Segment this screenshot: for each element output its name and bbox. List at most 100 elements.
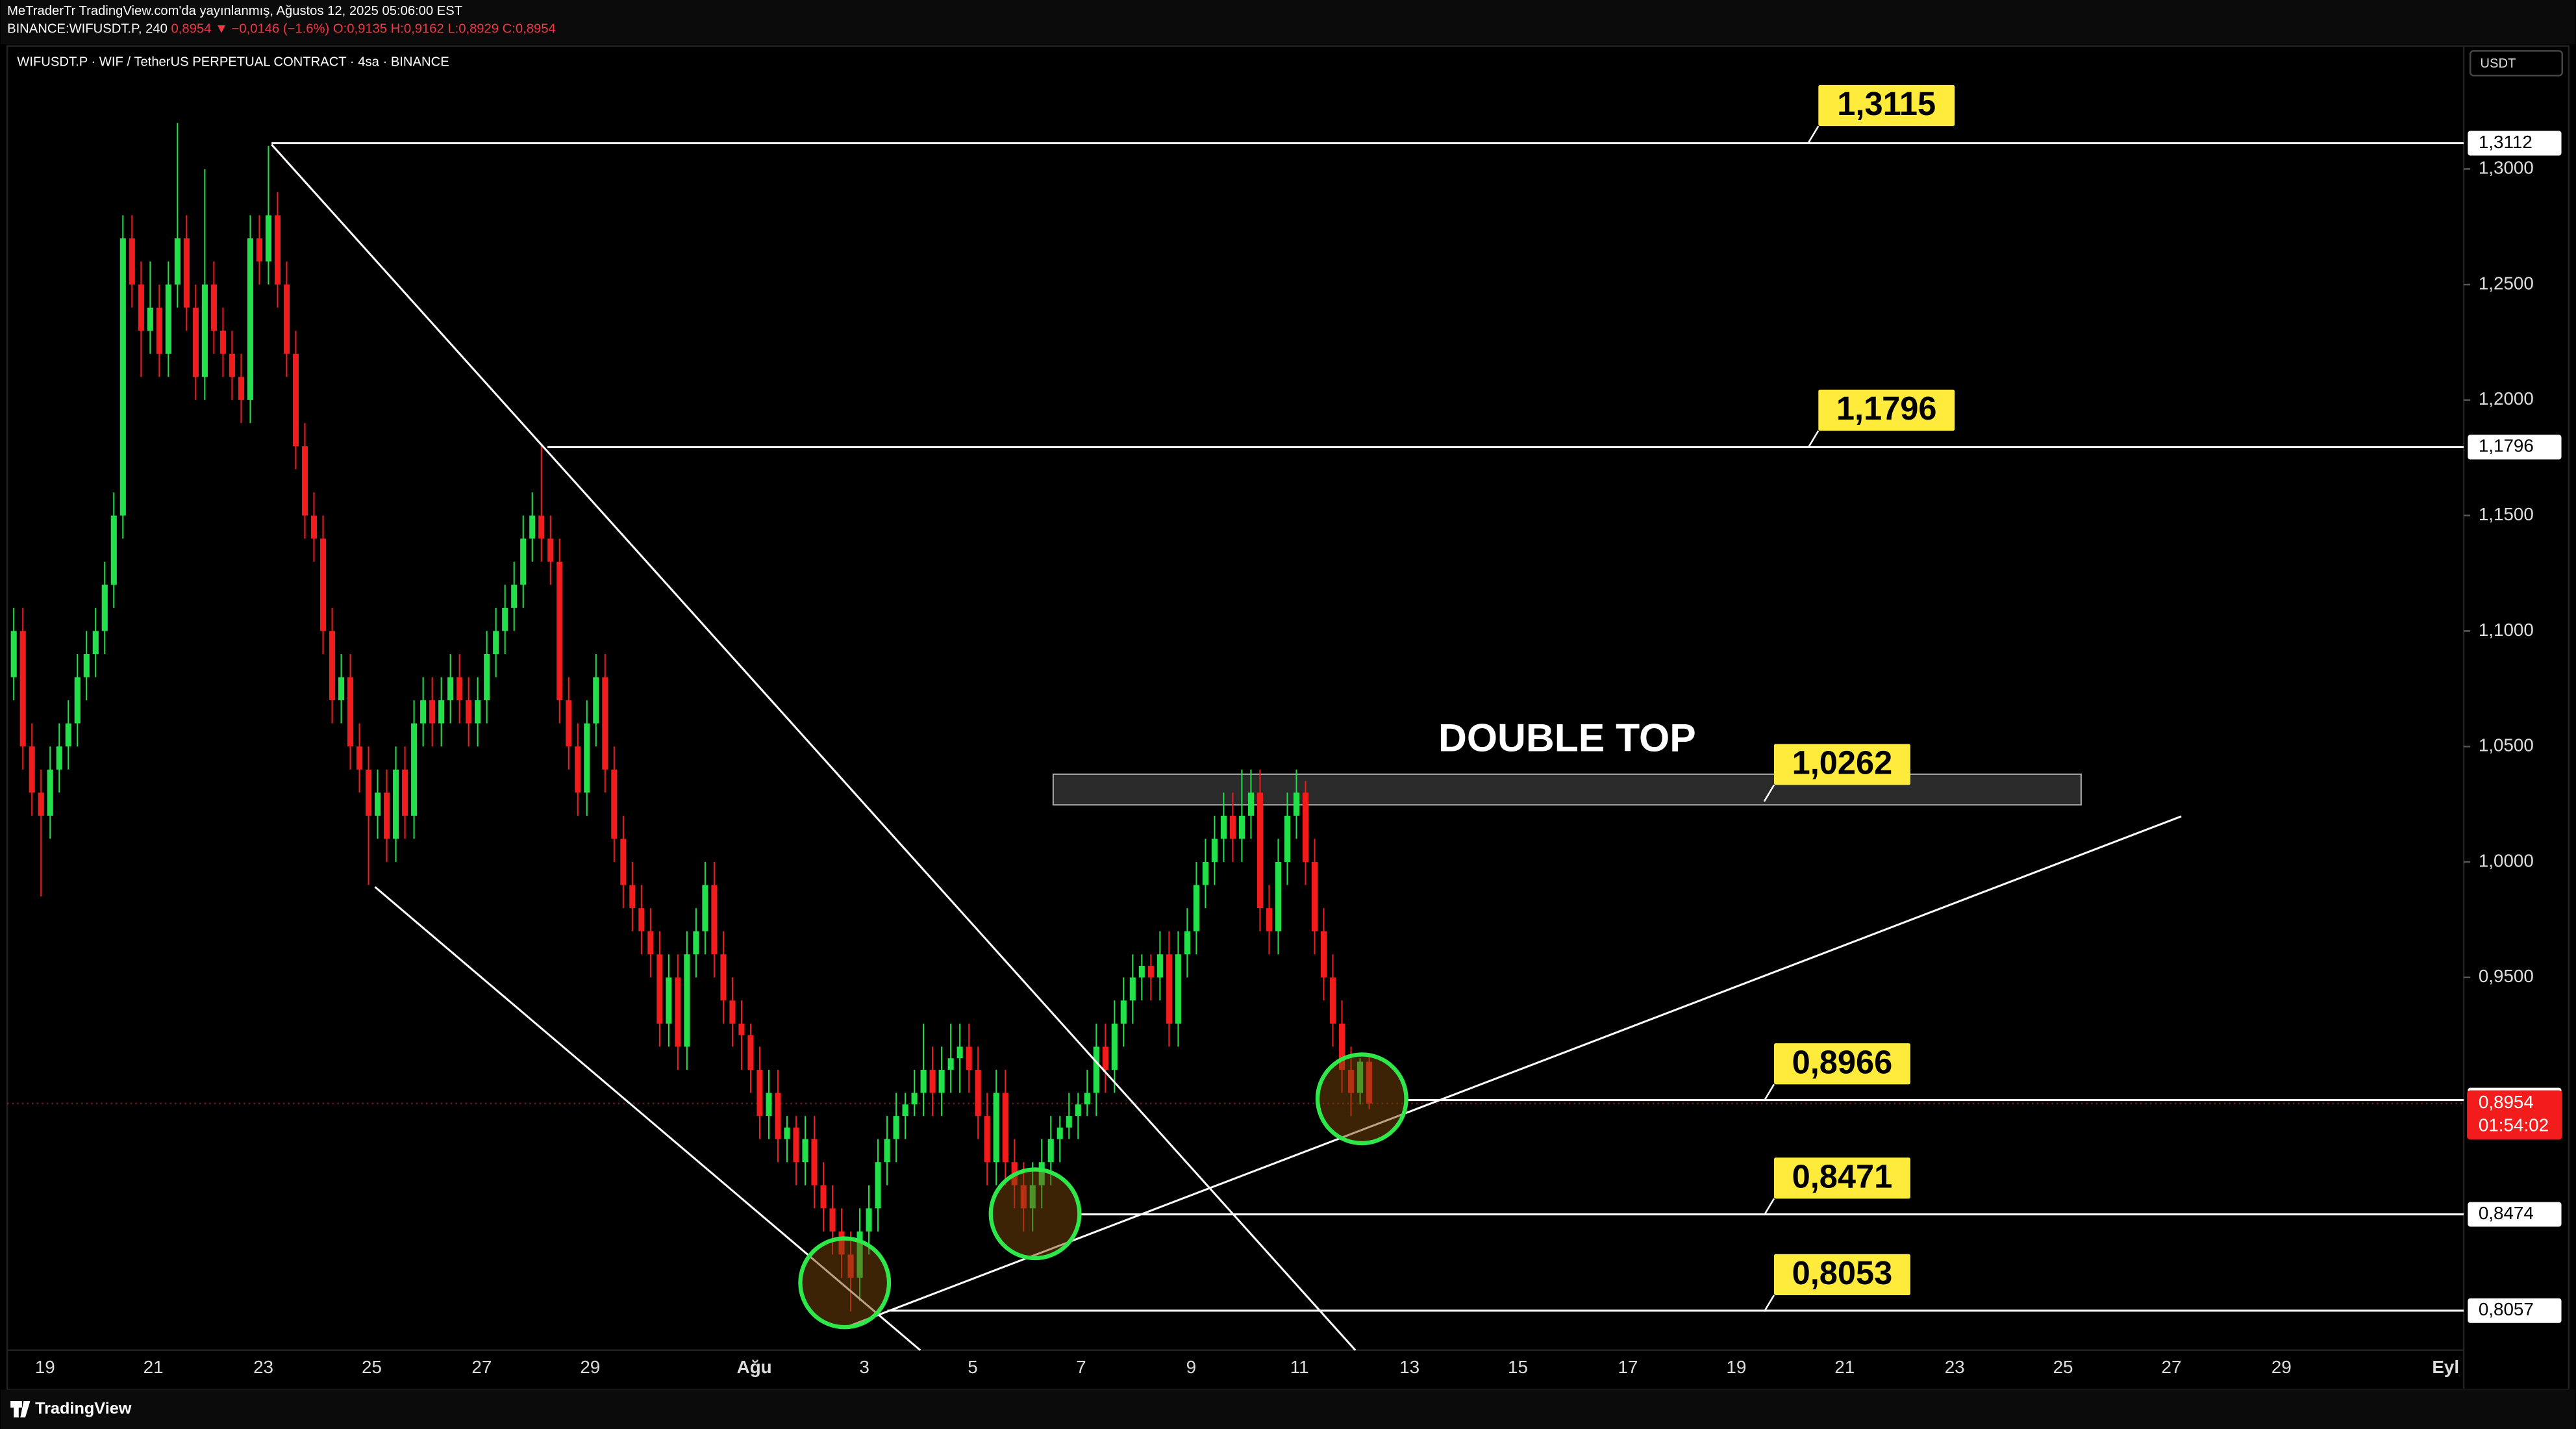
price-tag-label: 1,3112 (2479, 132, 2532, 152)
candle-body (119, 238, 126, 516)
candle-body (675, 977, 681, 1047)
x-tick-label: 23 (1945, 1357, 1965, 1377)
chart-title: WIFUSDT.P · WIF / TetherUS PERPETUAL CON… (17, 55, 449, 69)
brand: TradingView (35, 1399, 132, 1417)
candle-body (1002, 1093, 1008, 1163)
candle-body (929, 1069, 936, 1093)
candle-body (420, 700, 427, 724)
x-tick-label: 27 (2161, 1357, 2181, 1377)
candle-body (502, 607, 508, 631)
candle-body (1184, 931, 1190, 955)
x-tick-label: 21 (144, 1357, 164, 1377)
candle-body (47, 769, 53, 816)
change: 0,8954 ▼ −0,0146 (−1.6%) (171, 22, 330, 36)
candle-body (584, 723, 590, 793)
candle-body (1329, 977, 1336, 1024)
level-label: 0,8966 (1792, 1043, 1893, 1080)
candle-body (83, 653, 90, 677)
candle-body (811, 1139, 818, 1185)
candle-body (292, 353, 299, 446)
candle-body (738, 1023, 745, 1035)
candle-body (338, 677, 345, 701)
candle-body (1257, 792, 1264, 909)
highlight-circle (798, 1236, 892, 1330)
price-tag-label: 0,8474 (2479, 1203, 2534, 1223)
x-tick-label: 9 (1186, 1357, 1196, 1377)
candle-body (19, 631, 26, 747)
level-label: 1,1796 (1836, 390, 1937, 427)
candle-body (1175, 954, 1181, 1024)
candle-body (575, 746, 581, 793)
zone (1052, 773, 2082, 806)
x-tick-label: 17 (1618, 1357, 1638, 1377)
candle-body (1057, 1127, 1063, 1139)
candle-body (402, 769, 408, 816)
x-tick-label: 19 (1726, 1357, 1746, 1377)
y-tick-label: 1,2500 (2479, 273, 2534, 293)
candle-body (1247, 792, 1255, 816)
candle-body (147, 307, 153, 331)
last-price-label: 0,8954 (2479, 1092, 2534, 1112)
candle-body (1293, 792, 1300, 816)
candle-body (129, 238, 135, 285)
candle-body (101, 585, 108, 631)
candle-body (556, 561, 563, 701)
candle-body (1229, 815, 1236, 839)
candle-body (219, 331, 226, 354)
candle-body (484, 653, 490, 701)
price-tag (2466, 433, 2564, 461)
x-tick-label: 11 (1290, 1357, 1309, 1377)
candle-body (429, 700, 436, 724)
candle-body (201, 285, 208, 377)
candle-body (757, 1069, 763, 1117)
candle-body (265, 215, 272, 262)
candle-body (747, 1035, 754, 1070)
candle-body (1047, 1139, 1054, 1163)
countdown: 01:54:02 (2479, 1115, 2549, 1135)
x-tick-label: 29 (2271, 1357, 2292, 1377)
candle-body (602, 677, 608, 770)
y-tick-label: 1,0500 (2479, 735, 2534, 755)
x-tick-label: 15 (1508, 1357, 1528, 1377)
candle-body (1193, 885, 1199, 931)
candle-body (110, 515, 117, 585)
candle-body (511, 585, 518, 608)
candle-body (566, 700, 572, 747)
candle-body (611, 769, 618, 839)
candle-body (547, 538, 554, 562)
candle-body (92, 631, 99, 654)
candle-body (138, 285, 144, 331)
candle-body (238, 377, 244, 400)
last-price-tag (2467, 1090, 2562, 1140)
candle-body (829, 1208, 836, 1232)
candle-body (1266, 908, 1273, 931)
candle-body (1120, 1000, 1127, 1024)
candle-body (620, 839, 627, 885)
candle-body (29, 746, 35, 793)
symbol: BINANCE:WIFUSDT.P, 240 (7, 22, 168, 36)
candle-body (256, 238, 263, 262)
label-pointer (1763, 1198, 1775, 1216)
candle-body (283, 285, 290, 354)
candle-body (875, 1162, 881, 1209)
candle-body (593, 677, 599, 724)
y-tick-label: 1,1000 (2479, 620, 2534, 640)
candle-body (356, 746, 363, 770)
candle-body (820, 1185, 827, 1209)
candle-body (984, 1116, 990, 1163)
candle-body (684, 954, 690, 1047)
candle-body (702, 885, 708, 931)
label-pointer (1763, 784, 1775, 802)
candle-body (1302, 792, 1309, 862)
candle-body (156, 307, 162, 354)
level-box (1818, 389, 1955, 431)
y-tick-label: 1,2000 (2479, 388, 2534, 409)
candle-body (165, 285, 171, 354)
x-tick-label: Ağu (737, 1357, 772, 1377)
candle-body (1202, 861, 1208, 885)
candle-body (729, 1000, 736, 1024)
candle-body (629, 885, 636, 909)
price-tag-label: 1,1796 (2479, 436, 2534, 456)
